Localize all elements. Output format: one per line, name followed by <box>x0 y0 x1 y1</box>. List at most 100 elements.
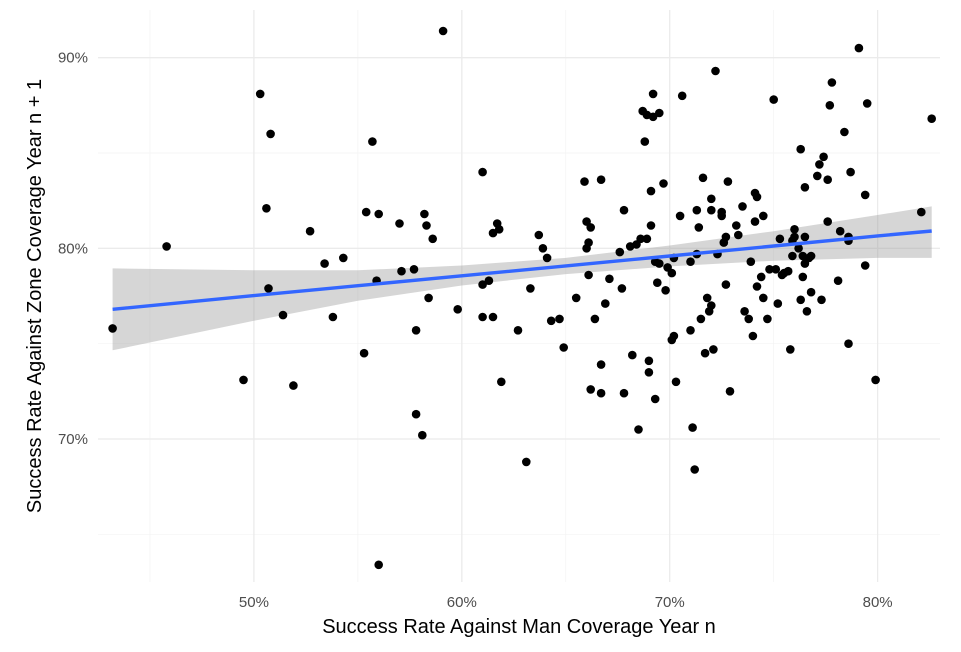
data-point <box>438 26 448 36</box>
data-point <box>320 259 329 268</box>
y-tick-label: 70% <box>58 431 88 448</box>
data-point <box>823 175 832 184</box>
data-point <box>644 368 654 377</box>
data-point <box>538 244 548 253</box>
data-point <box>542 253 552 263</box>
data-point <box>494 225 504 234</box>
data-point <box>619 205 629 215</box>
data-point <box>725 387 735 396</box>
data-point <box>707 301 716 310</box>
data-point <box>655 259 664 268</box>
data-point <box>636 234 645 244</box>
data-point <box>671 377 681 387</box>
data-point <box>617 284 627 293</box>
data-point <box>734 230 743 240</box>
data-point <box>752 192 762 202</box>
data-point <box>667 268 677 278</box>
data-point <box>815 160 824 169</box>
data-point <box>422 221 431 230</box>
data-point <box>420 209 429 219</box>
x-tick-label: 60% <box>447 594 477 611</box>
data-point <box>844 339 853 349</box>
data-point <box>239 375 248 385</box>
y-axis-tick-labels: 70% 80% 90% <box>58 50 88 448</box>
y-axis-title: Success Rate Against Zone Coverage Year … <box>24 79 46 513</box>
data-point <box>819 152 828 162</box>
data-point <box>802 307 812 316</box>
data-point <box>339 253 348 263</box>
data-point <box>686 257 695 267</box>
data-point <box>555 314 564 324</box>
data-point <box>266 129 275 139</box>
x-tick-label: 70% <box>655 594 685 611</box>
data-point <box>917 207 926 217</box>
data-point <box>655 108 664 118</box>
data-point <box>586 223 595 232</box>
data-point <box>534 230 544 240</box>
data-point <box>823 217 832 226</box>
data-point <box>707 194 716 204</box>
data-point <box>690 465 699 474</box>
data-point <box>289 381 298 390</box>
data-point <box>862 99 872 108</box>
data-point <box>840 127 849 137</box>
data-point <box>813 171 822 181</box>
data-point <box>428 234 438 244</box>
data-point <box>262 204 271 213</box>
data-point <box>409 265 419 274</box>
data-point <box>368 137 377 146</box>
data-point <box>698 173 708 183</box>
data-point <box>648 112 658 122</box>
data-point <box>740 307 749 316</box>
data-point <box>860 261 870 270</box>
data-point <box>634 425 643 434</box>
data-point <box>796 295 805 305</box>
data-point <box>860 190 870 200</box>
data-point <box>374 209 384 219</box>
data-point <box>759 211 768 221</box>
y-tick-label: 90% <box>58 50 88 67</box>
data-point <box>694 223 704 232</box>
data-point <box>108 324 117 333</box>
data-point <box>732 221 741 230</box>
data-point <box>806 287 816 297</box>
data-point <box>677 91 687 101</box>
data-point <box>361 207 371 217</box>
data-point <box>846 167 855 177</box>
data-point <box>584 270 593 280</box>
data-point <box>700 348 710 358</box>
data-point <box>484 276 494 286</box>
data-point <box>601 299 610 308</box>
data-point <box>696 314 706 324</box>
data-point <box>721 280 731 289</box>
data-point <box>644 356 654 366</box>
data-point <box>788 251 797 261</box>
data-point <box>640 137 650 146</box>
data-point <box>411 409 421 419</box>
x-tick-label: 80% <box>863 594 893 611</box>
data-point <box>790 225 799 234</box>
data-point <box>721 232 731 242</box>
y-tick-label: 80% <box>58 240 88 257</box>
data-point <box>659 179 668 188</box>
data-point <box>759 293 768 303</box>
data-point <box>796 144 805 154</box>
data-point <box>790 232 799 242</box>
data-point <box>488 312 498 322</box>
x-tick-label: 50% <box>239 594 269 611</box>
data-point <box>827 78 837 87</box>
data-point <box>305 226 315 236</box>
trend-line-layer <box>112 229 932 311</box>
data-point <box>642 234 652 244</box>
data-point <box>661 286 670 295</box>
data-point <box>359 348 369 358</box>
data-point <box>669 331 679 341</box>
data-point <box>927 114 936 123</box>
data-point <box>786 345 795 354</box>
data-point <box>646 221 656 230</box>
data-point <box>605 274 614 284</box>
data-point <box>453 305 463 314</box>
data-point <box>709 345 718 354</box>
data-point <box>513 326 523 335</box>
data-point <box>522 457 531 467</box>
